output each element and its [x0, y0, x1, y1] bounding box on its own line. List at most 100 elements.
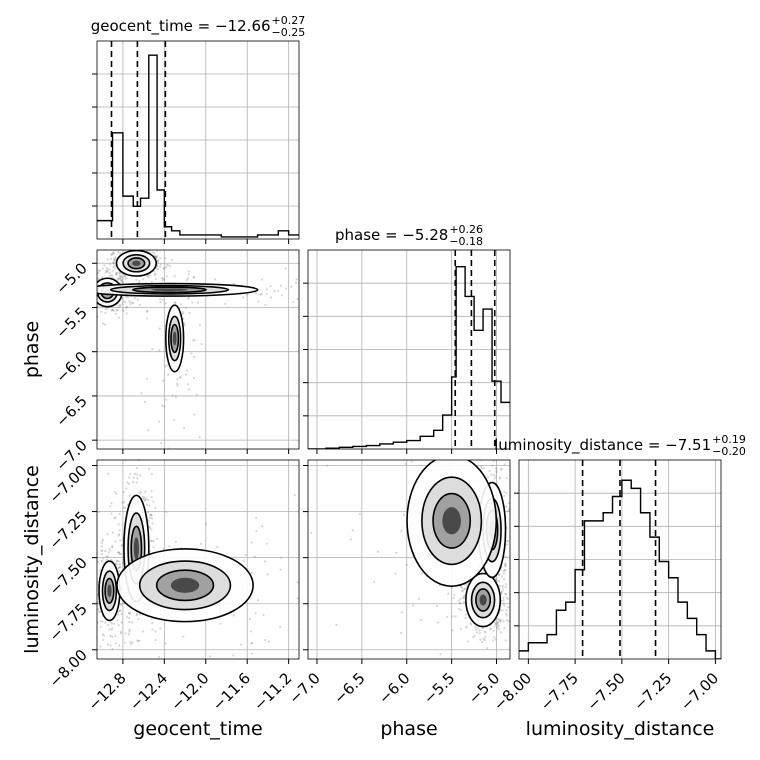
scatter-point	[170, 258, 173, 262]
scatter-point	[488, 469, 491, 473]
scatter-point	[107, 551, 111, 554]
scatter-point	[480, 467, 483, 470]
scatter-point	[250, 571, 253, 575]
scatter-point	[176, 378, 179, 381]
scatter-point	[100, 310, 103, 313]
scatter-point	[106, 271, 109, 274]
scatter-point	[293, 493, 296, 497]
scatter-point	[166, 373, 170, 376]
scatter-point	[155, 256, 158, 259]
scatter-point	[121, 276, 124, 279]
scatter-point	[501, 587, 504, 590]
scatter-point	[143, 499, 146, 502]
scatter-point	[242, 559, 245, 562]
scatter-point	[91, 278, 93, 280]
scatter-point	[463, 587, 466, 590]
density-phase-luminosity_distance	[310, 378, 531, 656]
scatter-point	[418, 390, 420, 392]
contour-line	[131, 286, 208, 294]
scatter-point	[86, 291, 88, 293]
scatter-point	[313, 294, 315, 296]
scatter-point	[138, 613, 141, 616]
scatter-point	[179, 303, 182, 306]
scatter-point	[94, 310, 96, 312]
scatter-point	[118, 609, 122, 612]
scatter-point	[246, 668, 248, 670]
scatter-point	[495, 470, 498, 473]
scatter-point	[153, 252, 156, 255]
scatter-point	[55, 296, 57, 298]
scatter-point	[185, 369, 189, 372]
scatter-point	[468, 428, 470, 430]
scatter-point	[489, 627, 492, 630]
scatter-point	[424, 457, 426, 459]
scatter-point	[101, 560, 104, 563]
scatter-point	[502, 572, 506, 575]
scatter-point	[83, 289, 85, 291]
scatter-point	[497, 627, 500, 631]
scatter-point	[149, 539, 153, 542]
scatter-point	[325, 464, 329, 467]
scatter-point	[260, 278, 263, 281]
scatter-point	[473, 378, 475, 380]
scatter-point	[439, 653, 442, 656]
scatter-point	[94, 595, 96, 597]
scatter-point	[489, 628, 492, 631]
scatter-point	[124, 506, 127, 509]
scatter-point	[503, 604, 506, 607]
scatter-point	[529, 484, 531, 486]
scatter-point	[143, 496, 146, 500]
scatter-point	[138, 639, 141, 643]
scatter-point	[120, 278, 123, 281]
scatter-point	[487, 438, 489, 440]
scatter-point	[90, 274, 92, 276]
scatter-point	[400, 529, 403, 532]
scatter-point	[12, 295, 14, 297]
contour-line	[104, 577, 115, 604]
scatter-point	[173, 275, 176, 278]
title-plus: +0.19	[712, 433, 746, 446]
scatter-point	[118, 252, 122, 255]
scatter-point	[126, 296, 129, 299]
x-tick-label-luminosity_distance: −7.75	[537, 669, 582, 714]
scatter-point	[505, 583, 508, 586]
panel-frame	[96, 249, 300, 450]
y-axis-label-phase: phase	[21, 321, 43, 378]
scatter-point	[492, 460, 495, 462]
scatter-point	[505, 609, 508, 612]
scatter-point	[151, 348, 154, 351]
scatter-point	[190, 352, 193, 355]
scatter-point	[135, 467, 139, 470]
scatter-point	[87, 299, 89, 301]
scatter-point	[496, 622, 500, 625]
density-geocent_time-phase	[12, 243, 315, 449]
scatter-point	[152, 539, 155, 543]
scatter-point	[481, 641, 484, 644]
scatter-point	[296, 597, 299, 600]
scatter-point	[124, 301, 127, 304]
scatter-point	[500, 590, 503, 594]
title-geocent_time: geocent_time = −12.66 +0.27−0.25	[91, 14, 306, 39]
scatter-point	[123, 244, 125, 246]
scatter-point	[106, 307, 109, 310]
scatter-point	[119, 304, 122, 307]
scatter-point	[285, 287, 288, 290]
scatter-point	[140, 246, 142, 248]
scatter-point	[125, 615, 128, 619]
contour-line	[97, 282, 259, 297]
scatter-point	[468, 446, 470, 448]
scatter-point	[128, 300, 131, 303]
scatter-point	[186, 297, 190, 300]
scatter-point	[204, 522, 207, 525]
x-tick-label-geocent_time: −12.0	[167, 669, 212, 714]
scatter-point	[105, 266, 109, 270]
scatter-point	[110, 622, 114, 625]
scatter-point	[95, 294, 97, 296]
histogram-phase	[308, 266, 510, 449]
scatter-point	[154, 639, 157, 642]
scatter-point	[115, 308, 118, 311]
scatter-point	[146, 243, 148, 245]
scatter-point	[264, 303, 267, 307]
scatter-point	[139, 474, 142, 477]
scatter-point	[84, 308, 86, 310]
